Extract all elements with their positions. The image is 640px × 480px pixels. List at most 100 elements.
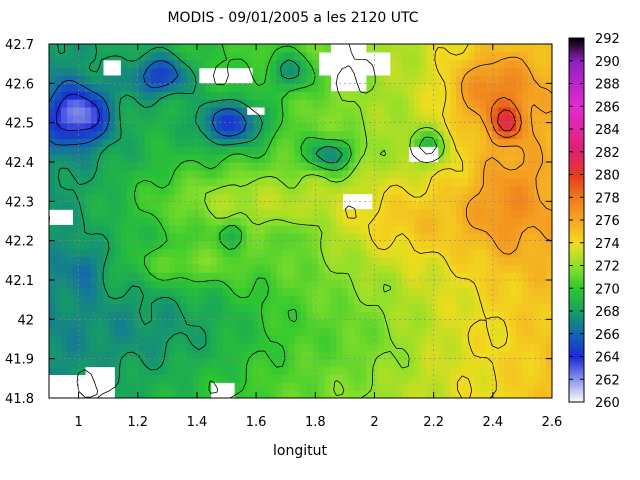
- heatmap-cell: [96, 280, 104, 289]
- heatmap-cell: [510, 224, 517, 234]
- heatmap-cell: [348, 99, 355, 108]
- heatmap-cell: [204, 390, 212, 398]
- heatmap-cell: [126, 303, 134, 313]
- heatmap-cell: [198, 248, 206, 257]
- heatmap-cell: [156, 169, 164, 179]
- heatmap-cell: [324, 209, 332, 218]
- heatmap-cell: [120, 264, 128, 273]
- heatmap-cell: [372, 99, 379, 108]
- colorbar-segment: [569, 322, 584, 326]
- heatmap-cell: [462, 256, 469, 265]
- heatmap-cell: [444, 240, 451, 250]
- heatmap-cell: [426, 130, 433, 139]
- heatmap-cell: [504, 130, 511, 139]
- heatmap-cell: [336, 138, 344, 147]
- heatmap-cell: [49, 248, 56, 257]
- heatmap-cell: [90, 51, 98, 61]
- heatmap-cell: [120, 99, 128, 108]
- heatmap-cell: [66, 51, 74, 61]
- heatmap-cell: [174, 311, 182, 320]
- heatmap-cell: [492, 217, 499, 226]
- heatmap-cell: [240, 169, 248, 179]
- heatmap-cell: [462, 209, 469, 218]
- heatmap-cell: [156, 114, 164, 124]
- heatmap-cell: [324, 177, 332, 187]
- heatmap-cell: [414, 224, 421, 234]
- heatmap-cell: [84, 162, 92, 171]
- heatmap-cell: [462, 232, 469, 242]
- heatmap-cell: [222, 83, 230, 92]
- heatmap-cell: [336, 390, 344, 398]
- heatmap-cell: [456, 350, 463, 360]
- colorbar-segment: [569, 351, 584, 355]
- heatmap-cell: [114, 335, 122, 344]
- heatmap-cell: [174, 366, 182, 375]
- colorbar-segment: [569, 399, 584, 403]
- heatmap-cell: [378, 264, 385, 273]
- heatmap-cell: [156, 193, 164, 202]
- heatmap-cell: [516, 303, 523, 313]
- heatmap-cell: [402, 224, 409, 234]
- heatmap-cell: [510, 280, 517, 289]
- heatmap-cell: [360, 154, 367, 163]
- heatmap-cell: [522, 327, 529, 336]
- heatmap-cell: [438, 303, 445, 313]
- heatmap-cell: [480, 114, 487, 124]
- heatmap-cell: [49, 114, 56, 124]
- heatmap-cell: [372, 130, 379, 139]
- heatmap-cell: [246, 193, 254, 202]
- heatmap-cell: [528, 264, 535, 273]
- heatmap-cell: [102, 91, 110, 100]
- heatmap-cell: [450, 224, 457, 234]
- heatmap-cell: [438, 138, 445, 147]
- heatmap-cell: [84, 264, 92, 273]
- heatmap-cell: [138, 209, 146, 218]
- colorbar-segment: [569, 85, 584, 89]
- heatmap-cell: [330, 209, 338, 218]
- heatmap-cell: [192, 240, 200, 250]
- heatmap-cell: [336, 319, 344, 328]
- heatmap-cell: [378, 382, 385, 391]
- heatmap-cell: [156, 240, 164, 250]
- heatmap-cell: [420, 122, 427, 132]
- heatmap-cell: [432, 232, 439, 242]
- heatmap-cell: [258, 99, 266, 108]
- colorbar-segment: [569, 313, 584, 317]
- heatmap-cell: [492, 201, 499, 210]
- heatmap-cell: [192, 327, 200, 336]
- heatmap-cell: [312, 264, 320, 273]
- heatmap-cell: [198, 335, 206, 344]
- heatmap-cell: [504, 366, 511, 375]
- heatmap-cell: [126, 154, 134, 163]
- heatmap-cell: [60, 193, 68, 202]
- heatmap-cell: [498, 114, 505, 124]
- heatmap-cell: [288, 311, 296, 320]
- heatmap-cell: [180, 209, 188, 218]
- heatmap-cell: [426, 303, 433, 313]
- heatmap-cell: [474, 75, 481, 84]
- heatmap-cell: [288, 350, 296, 360]
- heatmap-cell: [120, 169, 128, 179]
- heatmap-cell: [504, 240, 511, 250]
- heatmap-cell: [66, 122, 74, 132]
- heatmap-cell: [198, 209, 206, 218]
- heatmap-cell: [402, 280, 409, 289]
- heatmap-cell: [354, 91, 361, 100]
- heatmap-cell: [49, 177, 56, 187]
- heatmap-cell: [192, 319, 200, 328]
- heatmap-cell: [456, 342, 463, 352]
- heatmap-cell: [462, 51, 469, 61]
- heatmap-cell: [228, 106, 236, 116]
- heatmap-cell: [540, 44, 547, 53]
- heatmap-cell: [306, 91, 314, 100]
- heatmap-cell: [84, 185, 92, 195]
- heatmap-cell: [66, 366, 74, 375]
- heatmap-cell: [426, 350, 433, 360]
- heatmap-cell: [204, 287, 212, 297]
- heatmap-cell: [186, 303, 194, 313]
- heatmap-cell: [534, 67, 541, 77]
- heatmap-cell: [456, 106, 463, 116]
- heatmap-cell: [426, 264, 433, 273]
- heatmap-cell: [234, 146, 242, 155]
- heatmap-cell: [150, 295, 158, 305]
